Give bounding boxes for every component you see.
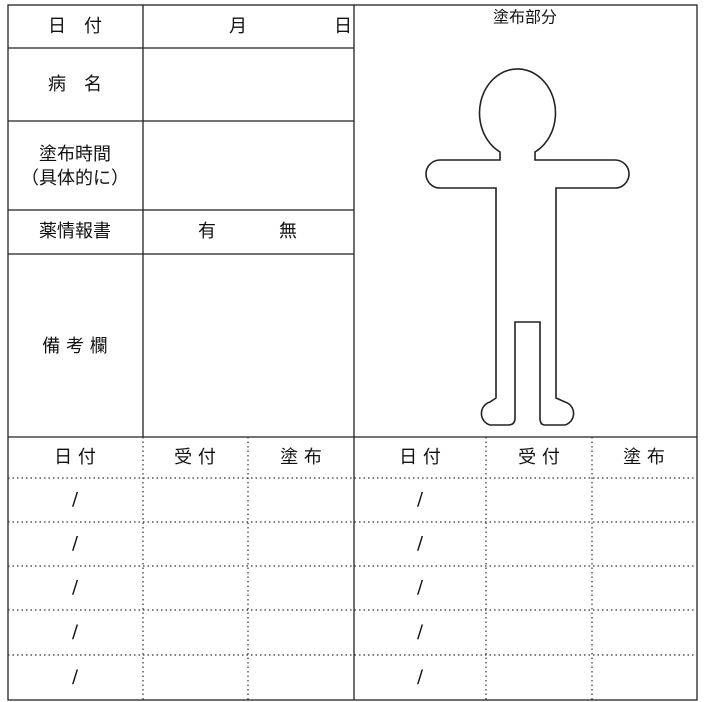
date-slash: / bbox=[417, 533, 424, 554]
label: 日 bbox=[334, 16, 352, 37]
column-header: 日 付 bbox=[54, 447, 96, 468]
label: 有 bbox=[198, 221, 216, 242]
date-slash: / bbox=[417, 489, 424, 510]
column-header: 日 付 bbox=[399, 447, 441, 468]
column-header: 塗 布 bbox=[623, 446, 665, 468]
label: 病 名 bbox=[48, 74, 102, 95]
log-grid bbox=[8, 437, 697, 700]
label: （具体的に） bbox=[21, 168, 129, 189]
body-figure bbox=[425, 68, 630, 426]
label: 日 付 bbox=[48, 16, 102, 37]
date-slash: / bbox=[72, 577, 79, 598]
label: 塗布時間 bbox=[39, 143, 111, 165]
date-slash: / bbox=[72, 489, 79, 510]
column-header: 受 付 bbox=[518, 447, 560, 468]
column-header: 受 付 bbox=[174, 447, 216, 468]
label: 月 bbox=[229, 16, 247, 37]
label: 無 bbox=[279, 221, 297, 242]
date-slash: / bbox=[72, 667, 79, 688]
date-slash: / bbox=[72, 622, 79, 643]
label: 備 考 欄 bbox=[42, 336, 107, 357]
date-slash: / bbox=[417, 577, 424, 598]
date-slash: / bbox=[417, 667, 424, 688]
label: 塗布部分 bbox=[493, 8, 557, 27]
date-slash: / bbox=[417, 622, 424, 643]
outer-border bbox=[7, 4, 698, 701]
date-slash: / bbox=[72, 533, 79, 554]
log-table: 日 付 受 付 塗 布 日 付 受 付 塗 布 / / / / / / / / / / bbox=[54, 446, 665, 688]
column-header: 塗 布 bbox=[280, 446, 322, 468]
label: 薬情報書 bbox=[39, 221, 111, 242]
